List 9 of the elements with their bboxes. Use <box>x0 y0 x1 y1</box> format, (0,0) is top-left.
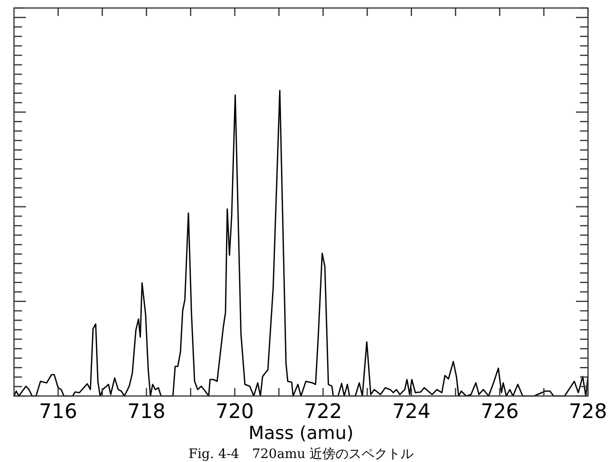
x-tick-label: 716 <box>39 399 78 423</box>
x-tick-label: 724 <box>392 399 430 423</box>
caption: Fig. 4-4 720amu 近傍のスペクトル <box>188 447 414 462</box>
x-tick-label: 728 <box>568 399 608 423</box>
x-tick-label: 726 <box>480 399 519 423</box>
x-tick-label: 720 <box>216 399 254 423</box>
x-tick-label: 718 <box>127 399 166 423</box>
x-tick-label: 722 <box>304 399 342 423</box>
x-axis-title: Mass (amu) <box>248 423 354 444</box>
